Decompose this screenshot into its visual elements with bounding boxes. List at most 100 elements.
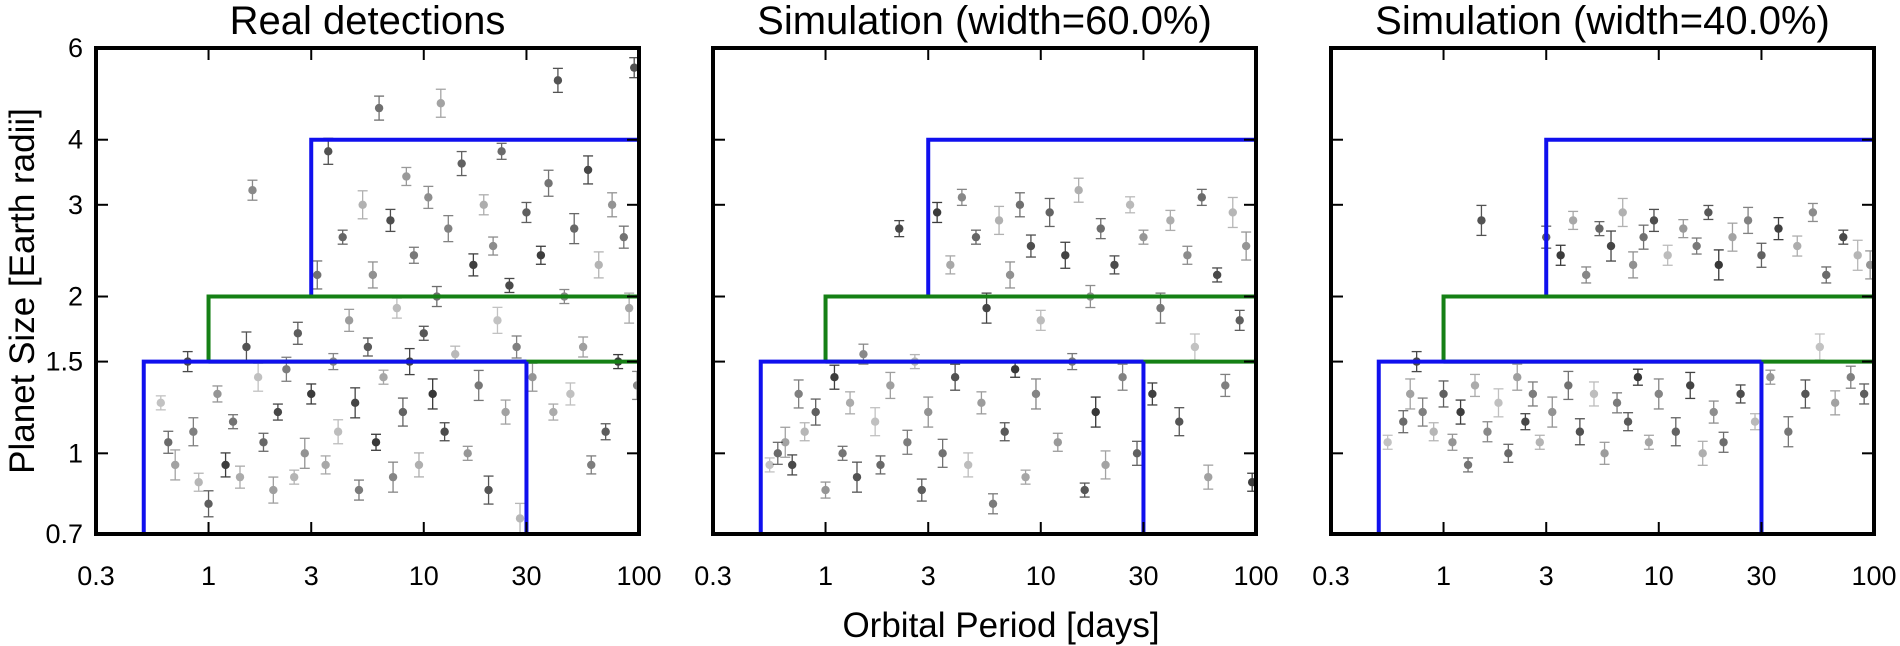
data-point — [1792, 235, 1803, 257]
data-point — [1035, 309, 1046, 332]
data-point — [1165, 209, 1176, 232]
data-point — [565, 382, 576, 406]
data-point — [362, 337, 373, 357]
data-point — [1648, 208, 1659, 233]
x-tick-label: 10 — [409, 561, 439, 591]
x-tick-label: 30 — [1128, 561, 1158, 591]
data-point — [583, 155, 594, 185]
y-tick-label: 3 — [68, 190, 83, 220]
data-point — [1147, 382, 1158, 406]
data-point — [1581, 266, 1592, 284]
panel-title: Simulation (width=60.0%) — [757, 0, 1212, 43]
data-point — [1574, 418, 1585, 446]
panels: Real detections 0.3 1 3 10 30 100 0.7 1 1.5 2 3 4 6 Si… — [45, 0, 1896, 591]
data-point — [1417, 397, 1428, 427]
panel-2: Simulation (width=60.0%) 0.3 1 3 10 30 100 — [694, 0, 1278, 591]
plot-frame — [1329, 46, 1876, 536]
data-point — [1865, 250, 1874, 280]
region-box — [1544, 137, 1874, 297]
x-tick-label: 0.3 — [1312, 561, 1350, 591]
data-point — [799, 422, 810, 442]
data-point — [1765, 369, 1776, 385]
plot-area — [758, 137, 1256, 534]
data-point — [1638, 224, 1649, 250]
data-point — [923, 396, 934, 428]
data-point — [875, 455, 886, 475]
data-point — [413, 452, 424, 478]
data-point — [478, 194, 489, 216]
data-point — [289, 469, 300, 485]
data-point — [443, 214, 454, 243]
plot-area — [141, 57, 639, 534]
data-point — [515, 502, 526, 534]
data-point — [1025, 234, 1036, 258]
data-point — [885, 371, 896, 400]
data-point — [1713, 249, 1724, 281]
region-box — [1376, 359, 1762, 534]
x-tick-label: 1 — [1436, 561, 1451, 591]
data-point — [1606, 230, 1617, 262]
data-point — [1234, 309, 1245, 332]
data-point — [427, 378, 438, 410]
data-point — [241, 331, 252, 363]
plot-area — [1376, 137, 1874, 534]
data-point — [1428, 422, 1439, 442]
data-point — [820, 481, 831, 499]
data-point — [1623, 412, 1634, 432]
data-point — [1563, 370, 1574, 401]
panel-title: Real detections — [230, 0, 506, 43]
y-tick-label: 4 — [68, 125, 83, 155]
data-point — [312, 260, 323, 290]
x-tick-label: 3 — [921, 561, 936, 591]
data-point — [548, 403, 559, 421]
region-box — [823, 294, 1256, 362]
data-point — [228, 414, 239, 430]
data-point — [1685, 371, 1696, 400]
data-point — [851, 461, 862, 493]
data-point — [397, 397, 408, 427]
data-point — [306, 383, 317, 405]
data-point — [772, 441, 783, 465]
data-point — [1632, 368, 1643, 386]
data-point — [391, 297, 402, 319]
data-point — [1708, 400, 1719, 424]
x-tick-label: 3 — [1539, 561, 1554, 591]
data-point — [976, 391, 987, 415]
data-point — [1203, 464, 1214, 490]
data-point — [1718, 431, 1729, 453]
data-point — [320, 455, 331, 475]
data-point — [234, 465, 245, 489]
data-point — [1534, 434, 1545, 450]
data-point — [1691, 237, 1702, 255]
data-point — [1852, 239, 1863, 271]
x-tick-label: 10 — [1026, 561, 1056, 591]
data-point — [1662, 244, 1673, 266]
x-tick-label: 100 — [1233, 561, 1278, 591]
data-point — [1095, 217, 1106, 240]
data-point — [1196, 188, 1207, 207]
data-point — [1830, 390, 1841, 416]
data-point — [1859, 383, 1870, 405]
data-point — [894, 219, 905, 238]
y-tick-label: 0.7 — [45, 519, 83, 549]
data-point — [845, 391, 856, 415]
data-point — [1060, 241, 1071, 269]
plot-frame — [711, 46, 1258, 536]
data-point — [1653, 378, 1664, 410]
data-point — [492, 306, 503, 335]
data-point — [378, 369, 389, 385]
x-tick-label: 1 — [818, 561, 833, 591]
data-point — [1090, 396, 1101, 428]
x-tick-label: 3 — [304, 561, 319, 591]
data-point — [527, 362, 538, 392]
data-point — [337, 229, 348, 245]
data-point — [193, 472, 204, 492]
data-point — [1756, 242, 1767, 268]
data-point — [1030, 378, 1041, 410]
region-box — [926, 137, 1256, 297]
data-point — [371, 433, 382, 451]
x-axis-label: Orbital Period [days] — [842, 606, 1159, 645]
data-point — [521, 201, 532, 224]
data-point — [1482, 421, 1493, 443]
